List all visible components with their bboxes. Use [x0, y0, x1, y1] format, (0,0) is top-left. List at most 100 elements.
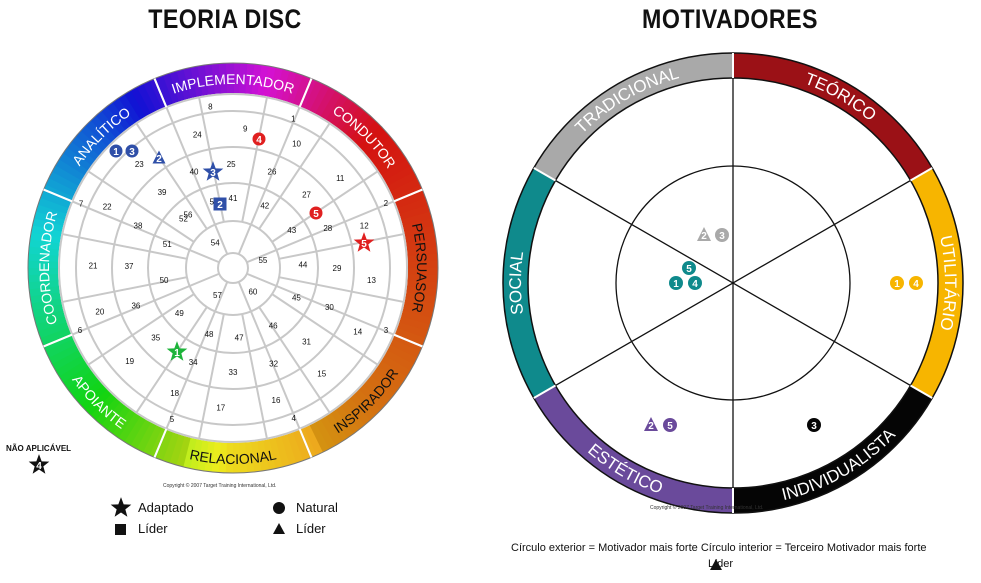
disc-number: 21 [89, 262, 98, 271]
not-applicable-label: NÃO APLICÁVEL [6, 444, 72, 453]
motivador-marker-circle: 4 [688, 276, 702, 290]
legend-lider-square: Líder [138, 521, 168, 536]
disc-number: 55 [258, 256, 267, 265]
disc-number: 5 [170, 415, 175, 424]
legend-natural: Natural [296, 500, 338, 515]
disc-number: 25 [227, 160, 236, 169]
disc-marker-circle: 1 [109, 144, 123, 158]
disc-number: 15 [317, 370, 326, 379]
motivador-segment [910, 168, 963, 398]
disc-number: 40 [190, 168, 199, 177]
disc-marker-triangle: 2 [152, 150, 166, 165]
motivadores-footer: Círculo exterior = Motivador mais forte … [511, 542, 927, 554]
motivador-marker-circle: 1 [669, 276, 683, 290]
motivador-segment [733, 53, 933, 181]
disc-number: 12 [360, 221, 369, 230]
disc-arc-label-2: PERSUASOR [409, 222, 430, 315]
svg-text:1: 1 [894, 279, 900, 290]
svg-text:4: 4 [36, 461, 42, 472]
disc-number: 39 [158, 188, 167, 197]
disc-number: 32 [269, 360, 278, 369]
svg-text:5: 5 [361, 239, 367, 250]
disc-number: 52 [179, 215, 188, 224]
motivador-marker-circle: 4 [909, 276, 923, 290]
disc-number: 54 [211, 239, 220, 248]
svg-text:5: 5 [686, 264, 692, 275]
disc-number: 43 [287, 226, 296, 235]
disc-number: 36 [131, 301, 140, 310]
disc-marker-star: 1 [166, 341, 188, 361]
disc-number: 1 [291, 115, 296, 124]
motivador-marker-circle: 1 [890, 276, 904, 290]
disc-number: 37 [125, 262, 134, 271]
disc-marker-star: 5 [353, 232, 375, 252]
motivadores-title: MOTIVADORES [642, 4, 818, 34]
disc-number: 26 [268, 168, 277, 177]
motivador-segment [733, 385, 933, 513]
disc-number: 13 [367, 276, 376, 285]
svg-text:1: 1 [113, 147, 119, 158]
motivadores-grid [533, 53, 933, 513]
disc-number: 16 [272, 396, 281, 405]
disc-grid [43, 78, 423, 458]
motivador-marker-circle: 5 [682, 261, 696, 275]
disc-number: 30 [325, 303, 334, 312]
disc-number: 8 [208, 103, 213, 112]
disc-number: 19 [125, 357, 134, 366]
disc-marker-circle: 4 [252, 132, 266, 146]
svg-text:3: 3 [129, 147, 135, 158]
legend-circle-icon [273, 502, 285, 514]
svg-text:2: 2 [156, 154, 162, 165]
legend-star-icon [110, 497, 132, 517]
disc-number: 56 [184, 210, 193, 219]
motivador-label-1: UTILITÁRIO [936, 234, 960, 333]
motivador-marker-circle: 3 [715, 228, 729, 242]
disc-number: 7 [79, 200, 84, 209]
disc-number: 9 [243, 125, 248, 134]
disc-number: 4 [291, 414, 296, 423]
disc-number: 41 [229, 194, 238, 203]
svg-text:2: 2 [701, 231, 707, 242]
motivador-segment [533, 53, 733, 181]
legend-triangle-icon [273, 523, 285, 534]
svg-text:2: 2 [648, 421, 654, 432]
disc-number: 29 [333, 264, 342, 273]
disc-number: 48 [205, 330, 214, 339]
disc-number: 45 [292, 294, 301, 303]
mot-legend-triangle-icon [710, 559, 722, 570]
disc-number: 27 [302, 190, 311, 199]
motivador-marker-triangle: 2 [697, 227, 711, 242]
motivador-marker-circle: 5 [663, 418, 677, 432]
disc-number: 35 [151, 334, 160, 343]
disc-number: 44 [298, 260, 307, 269]
disc-number: 24 [193, 131, 202, 140]
svg-text:5: 5 [667, 421, 673, 432]
disc-number: 38 [134, 222, 143, 231]
disc-number: 28 [323, 224, 332, 233]
disc-number: 50 [160, 276, 169, 285]
disc-number: 42 [260, 202, 269, 211]
legend-adaptado: Adaptado [138, 500, 194, 515]
motivadores-markers: 2 351 4 1 42 5 3 [644, 227, 923, 432]
disc-number: 49 [175, 309, 184, 318]
disc-number: 46 [269, 321, 278, 330]
disc-title: TEORIA DISC [148, 4, 302, 34]
disc-number: 10 [292, 139, 301, 148]
disc-number: 14 [353, 328, 362, 337]
disc-copyright: Copyright © 2007 Target Training Interna… [163, 483, 277, 489]
disc-number: 18 [170, 389, 179, 398]
disc-number: 17 [216, 403, 225, 412]
disc-marker-circle: 3 [125, 144, 139, 158]
motivadores-leader-legend: Líder [708, 558, 734, 570]
disc-marker-square: 2 [213, 197, 227, 211]
disc-number: 2 [384, 199, 389, 208]
motivadores-copyright: Copyright © 2007 Target Training Interna… [650, 505, 764, 511]
disc-number: 3 [384, 326, 389, 335]
svg-text:3: 3 [811, 421, 817, 432]
disc-number: 20 [95, 307, 104, 316]
disc-number: 11 [336, 174, 345, 183]
disc-number: 47 [235, 334, 244, 343]
disc-number: 33 [229, 368, 238, 377]
